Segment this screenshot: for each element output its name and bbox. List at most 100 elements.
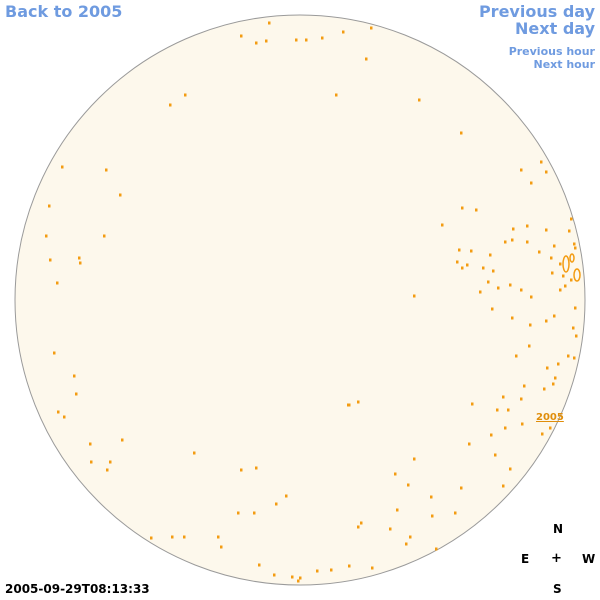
magnetic-feature <box>559 288 562 292</box>
magnetic-feature <box>291 575 294 579</box>
magnetic-feature <box>541 432 544 436</box>
magnetic-feature <box>540 160 543 164</box>
active-region-label[interactable]: 2005 <box>536 412 564 423</box>
magnetic-feature <box>573 356 576 360</box>
magnetic-feature <box>357 525 360 529</box>
magnetic-feature <box>530 295 533 299</box>
magnetic-feature <box>526 224 529 228</box>
magnetic-feature <box>240 34 243 38</box>
compass-center-icon: + <box>551 551 562 566</box>
magnetic-feature <box>520 397 523 401</box>
magnetic-feature <box>79 261 82 265</box>
magnetic-feature <box>574 246 577 250</box>
magnetic-feature <box>217 535 220 539</box>
magnetic-feature <box>184 93 187 97</box>
magnetic-feature <box>549 426 552 430</box>
magnetic-feature <box>396 508 399 512</box>
magnetic-feature <box>273 573 276 577</box>
magnetic-feature <box>342 30 345 34</box>
solar-disk <box>14 14 586 586</box>
magnetic-feature <box>295 38 298 42</box>
magnetic-feature <box>523 384 526 388</box>
magnetic-feature <box>504 240 507 244</box>
magnetic-feature <box>119 193 122 197</box>
magnetic-feature <box>240 468 243 472</box>
magnetic-feature <box>551 271 554 275</box>
magnetic-feature <box>389 527 392 531</box>
magnetic-feature <box>456 260 459 264</box>
magnetic-feature <box>48 204 51 208</box>
magnetic-feature <box>509 467 512 471</box>
observation-timestamp: 2005-09-29T08:13:33 <box>5 582 150 596</box>
magnetic-feature <box>454 511 457 515</box>
magnetic-feature <box>496 408 499 412</box>
magnetic-feature <box>557 362 560 366</box>
contour-1 <box>562 255 570 273</box>
magnetic-feature <box>489 253 492 257</box>
magnetic-feature <box>171 535 174 539</box>
magnetic-feature <box>458 248 461 252</box>
magnetic-feature <box>297 579 300 583</box>
magnetic-feature <box>460 486 463 490</box>
magnetic-feature <box>357 400 360 404</box>
magnetic-feature <box>575 334 578 338</box>
magnetic-feature <box>237 511 240 515</box>
next-hour-link[interactable]: Next hour <box>533 58 596 71</box>
previous-hour-link[interactable]: Previous hour <box>508 45 595 58</box>
magnetic-feature <box>360 521 363 525</box>
magnetic-feature <box>409 535 412 539</box>
magnetic-feature <box>394 472 397 476</box>
magnetic-feature <box>193 451 196 455</box>
magnetic-feature <box>413 457 416 461</box>
active-region-contours <box>562 253 581 282</box>
magnetic-feature <box>509 283 512 287</box>
magnetic-feature <box>502 395 505 399</box>
magnetic-feature <box>370 26 373 30</box>
magnetic-feature <box>255 41 258 45</box>
magnetic-feature <box>255 466 258 470</box>
magnetic-feature <box>49 258 52 262</box>
magnetic-feature <box>550 256 553 260</box>
magnetic-feature <box>511 316 514 320</box>
magnetic-feature <box>265 39 268 43</box>
magnetic-feature <box>150 536 153 540</box>
magnetic-feature <box>285 494 288 498</box>
magnetic-feature <box>559 262 562 266</box>
next-day-link[interactable]: Next day <box>515 19 595 38</box>
magnetic-feature <box>45 234 48 238</box>
magnetic-feature <box>520 168 523 172</box>
magnetic-feature <box>73 374 76 378</box>
compass-north: N <box>553 522 564 536</box>
magnetic-feature <box>553 314 556 318</box>
back-to-year-link[interactable]: Back to 2005 <box>5 2 123 21</box>
compass-east: E <box>521 552 530 566</box>
magnetic-feature <box>507 408 510 412</box>
magnetic-feature <box>466 263 469 267</box>
magnetic-feature <box>475 208 478 212</box>
magnetic-feature <box>487 280 490 284</box>
previous-day-link[interactable]: Previous day <box>478 2 595 21</box>
magnetic-feature <box>490 433 493 437</box>
magnetic-feature <box>220 545 223 549</box>
magnetic-feature <box>511 238 514 242</box>
magnetic-feature <box>461 206 464 210</box>
magnetic-feature <box>268 21 271 25</box>
magnetic-feature <box>553 244 556 248</box>
magnetic-feature <box>497 286 500 290</box>
magnetic-feature <box>335 93 338 97</box>
contour-3 <box>569 253 575 263</box>
magnetic-feature <box>572 326 575 330</box>
magnetic-feature <box>521 422 524 426</box>
magnetic-feature <box>574 306 577 310</box>
magnetic-feature <box>492 269 495 273</box>
magnetic-feature <box>528 344 531 348</box>
magnetic-feature <box>299 576 302 580</box>
magnetic-feature <box>479 290 482 294</box>
magnetic-feature <box>106 468 109 472</box>
magnetic-feature <box>431 514 434 518</box>
magnetic-feature <box>573 242 576 246</box>
magnetic-feature <box>365 57 368 61</box>
magnetic-feature <box>570 217 573 221</box>
magnetic-feature <box>538 250 541 254</box>
